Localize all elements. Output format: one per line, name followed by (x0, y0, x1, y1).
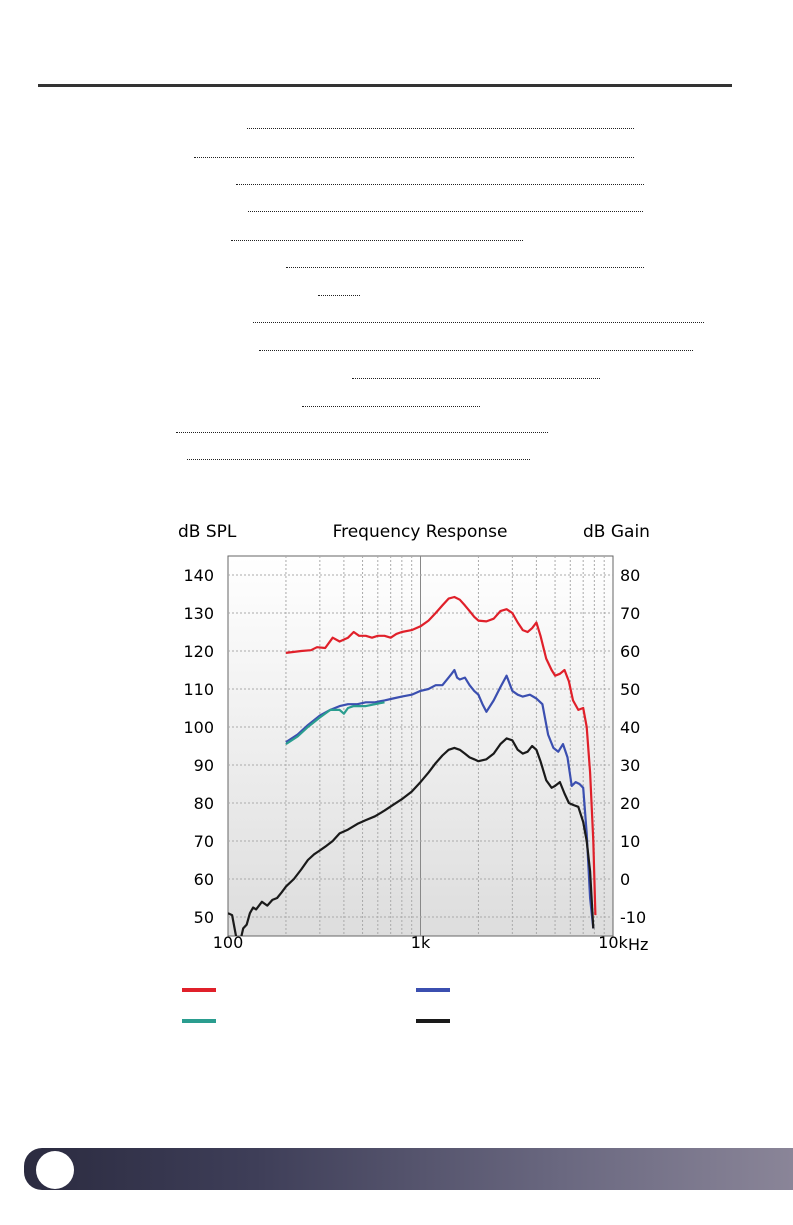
x-tick-label: 1k (411, 933, 431, 952)
y-tick-label-right: 50 (620, 680, 640, 699)
toc-leader-line (236, 184, 644, 186)
series-line-3 (285, 701, 385, 746)
legend-swatch-2 (416, 988, 450, 992)
toc-leader-line (302, 406, 480, 408)
x-tick-label: 100 (213, 933, 244, 952)
y-tick-label-left: 60 (194, 870, 214, 889)
chart-title: Frequency Response (333, 522, 508, 542)
y-tick-label-right: 30 (620, 756, 640, 775)
toc-leader-dots (236, 184, 644, 186)
series-line-2 (285, 668, 595, 929)
toc-leader-dots (187, 459, 530, 461)
toc-leader-dots (352, 378, 600, 380)
toc-leader-line (194, 157, 634, 159)
y-tick-label-right: 70 (620, 604, 640, 623)
axis-labels: Frequency Response dB SPL dB Gain Hz 140… (178, 522, 650, 954)
toc-leader-line (176, 432, 548, 434)
footer-bar (24, 1148, 793, 1190)
toc-leader-dots (231, 240, 523, 242)
y-tick-label-right: 0 (620, 870, 630, 889)
y-tick-label-right: 60 (620, 642, 640, 661)
y-tick-label-left: 90 (194, 756, 214, 775)
series-line-4 (228, 737, 595, 936)
toc-leader-dots (194, 157, 634, 159)
y-tick-label-right: 20 (620, 794, 640, 813)
legend-swatch-3 (182, 1019, 216, 1023)
plot-series (228, 595, 597, 936)
y-tick-label-left: 100 (183, 718, 214, 737)
toc-leader-dots (259, 350, 693, 352)
toc-leader-dots (248, 211, 643, 213)
y-axis-left-label: dB SPL (178, 522, 237, 542)
toc-leader-dots (253, 322, 704, 324)
toc-leader-dots (176, 432, 548, 434)
y-tick-label-left: 110 (183, 680, 214, 699)
x-tick-label: 10k (598, 933, 628, 952)
plot-grid (228, 556, 613, 936)
y-tick-label-left: 70 (194, 832, 214, 851)
y-tick-label-right: 10 (620, 832, 640, 851)
legend-swatch-4 (416, 1019, 450, 1023)
toc-leader-dots (247, 128, 634, 130)
toc-leader-line (352, 378, 600, 380)
legend-swatch-1 (182, 988, 216, 992)
y-tick-label-left: 120 (183, 642, 214, 661)
y-tick-label-left: 50 (194, 908, 214, 927)
y-tick-label-left: 140 (183, 566, 214, 585)
header-rule (38, 84, 732, 87)
toc-leader-line (248, 211, 643, 213)
y-tick-label-right: 80 (620, 566, 640, 585)
toc-leader-dots (286, 267, 644, 269)
toc-leader-dots (302, 406, 480, 408)
x-axis-unit: Hz (628, 935, 648, 954)
y-tick-label-right: -10 (620, 908, 646, 927)
y-tick-label-right: 40 (620, 718, 640, 737)
page-number-circle (36, 1151, 74, 1189)
toc-leader-line (318, 295, 360, 297)
toc-leader-line (259, 350, 693, 352)
toc-leader-line (286, 267, 644, 269)
series-line-1 (285, 595, 597, 916)
y-axis-right-label: dB Gain (583, 522, 650, 542)
toc-leader-line (253, 322, 704, 324)
toc-leader-dots (318, 295, 360, 297)
y-tick-label-left: 130 (183, 604, 214, 623)
toc-leader-line (247, 128, 634, 130)
toc-leader-line (187, 459, 530, 461)
y-tick-label-left: 80 (194, 794, 214, 813)
toc-leader-line (231, 240, 523, 242)
